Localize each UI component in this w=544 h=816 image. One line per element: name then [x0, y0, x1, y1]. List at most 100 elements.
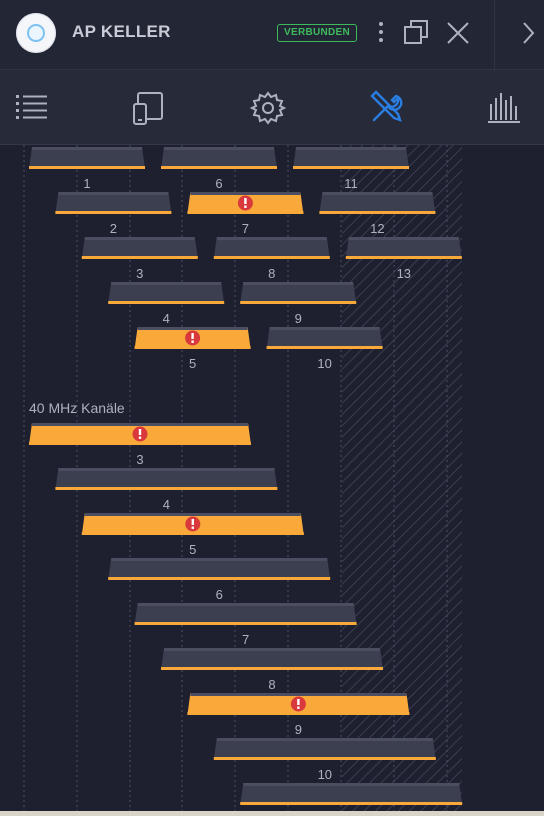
channel-bar-base [108, 301, 225, 304]
warning-icon [132, 426, 148, 442]
channel-40-bar[interactable]: 3 [29, 423, 251, 467]
tools-icon[interactable] [366, 88, 406, 128]
channel-20-bar[interactable]: 11 [293, 147, 409, 191]
channel-bar-base [108, 577, 331, 580]
channel-label: 7 [242, 221, 249, 236]
channel-bar-body [134, 603, 357, 625]
chevron-right-icon[interactable] [518, 18, 538, 48]
channel-bar-body [55, 192, 172, 214]
channel-bar-top [58, 192, 169, 195]
channel-bar-body [161, 648, 383, 670]
channel-bar-base [213, 757, 436, 760]
channel-label: 1 [83, 176, 90, 191]
channel-label: 3 [136, 266, 143, 281]
bottom-edge [0, 811, 544, 816]
channel-label: 6 [216, 587, 223, 602]
channel-20-bar[interactable]: 4 [108, 282, 225, 326]
channel-20-bar[interactable]: 5 [134, 327, 251, 371]
channel-20-bar[interactable]: 2 [55, 192, 172, 236]
channel-bar-body [293, 147, 409, 169]
channel-label: 9 [295, 722, 302, 737]
channel-bar-body [29, 147, 145, 169]
channel-20-bar[interactable]: 10 [266, 327, 383, 371]
channel-bar-top [111, 558, 328, 561]
channel-bar-body [319, 192, 436, 214]
channel-20-bar[interactable]: 9 [240, 282, 357, 326]
channel-40-bar[interactable]: 9 [187, 693, 410, 737]
channel-bar-body [213, 738, 436, 760]
channel-bar-top [216, 738, 433, 741]
channel-bar-top [216, 237, 327, 240]
channel-bar-top [243, 783, 460, 786]
header-divider [494, 0, 495, 70]
channel-bar-top [243, 282, 354, 285]
section-label-40mhz: 40 MHz Kanäle [29, 400, 125, 416]
page-title: AP KELLER [72, 22, 171, 41]
channel-bar-base [319, 211, 436, 214]
warning-icon [185, 330, 201, 346]
channel-bar-top [190, 693, 407, 696]
window-restore-icon[interactable] [402, 18, 430, 48]
channel-40-bar[interactable]: 4 [55, 468, 278, 512]
channel-label: 6 [215, 176, 222, 191]
channel-bar-body [161, 147, 277, 169]
channel-label: 13 [397, 266, 411, 281]
channel-bar-base [187, 712, 410, 715]
channel-20-bar[interactable]: 6 [161, 147, 277, 191]
channel-bar-top [137, 603, 354, 606]
channel-label: 4 [163, 497, 170, 512]
channel-40-bar[interactable]: 6 [108, 558, 331, 602]
channel-40-bar[interactable]: 8 [161, 648, 383, 692]
channel-bar-top [296, 147, 406, 150]
close-icon[interactable] [444, 18, 472, 48]
channel-bar-top [58, 468, 275, 471]
channel-bar-base [213, 256, 330, 259]
warning-icon [185, 516, 201, 532]
channel-bar-top [137, 327, 248, 330]
channel-bar-base [161, 166, 277, 169]
channel-20-bar[interactable]: 7 [187, 192, 304, 236]
channel-bar-body [108, 558, 331, 580]
channel-label: 11 [344, 176, 358, 191]
channel-bar-body [240, 783, 463, 805]
channel-bar-body [266, 327, 383, 349]
channel-bar-top [322, 192, 433, 195]
channel-label: 12 [370, 221, 384, 236]
channel-20-bar[interactable]: 1 [29, 147, 145, 191]
channel-40-bar[interactable]: 7 [134, 603, 357, 647]
channel-bar-base [134, 622, 357, 625]
channel-chart: 1234567891011121334567891011 40 MHz Kanä… [23, 145, 463, 816]
channel-bar-base [293, 166, 409, 169]
channel-bar-top [190, 192, 301, 195]
channel-40-bar[interactable]: 5 [81, 513, 304, 557]
channel-bar-base [240, 802, 463, 805]
channel-bar-top [32, 423, 248, 426]
channel-bar-top [269, 327, 380, 330]
list-icon[interactable] [12, 88, 52, 128]
channel-bar-base [81, 532, 304, 535]
channel-20-bar[interactable]: 12 [319, 192, 436, 236]
channel-bar-base [55, 211, 172, 214]
channel-40-bar[interactable]: 10 [213, 738, 436, 782]
channel-label: 10 [318, 767, 332, 782]
devices-icon[interactable] [128, 88, 168, 128]
channel-bar-top [164, 147, 274, 150]
channel-20-bar[interactable]: 3 [81, 237, 198, 281]
gear-icon[interactable] [248, 88, 288, 128]
channel-bar-body [240, 282, 357, 304]
channel-bar-base [29, 442, 251, 445]
app-header: AP KELLER VERBUNDEN [0, 0, 544, 70]
warning-icon [290, 696, 306, 712]
channel-bar-body [108, 282, 225, 304]
channel-bar-base [345, 256, 462, 259]
status-badge: VERBUNDEN [277, 24, 358, 42]
channel-bar-base [55, 487, 278, 490]
channel-20-bar[interactable]: 8 [213, 237, 330, 281]
bar-chart-icon[interactable] [484, 88, 524, 128]
more-vertical-icon[interactable] [372, 18, 390, 48]
channel-bar-top [84, 513, 301, 516]
channel-bar-top [32, 147, 142, 150]
tab-bar [0, 70, 544, 145]
channel-20-bar[interactable]: 13 [345, 237, 462, 281]
channel-bar-base [134, 346, 251, 349]
